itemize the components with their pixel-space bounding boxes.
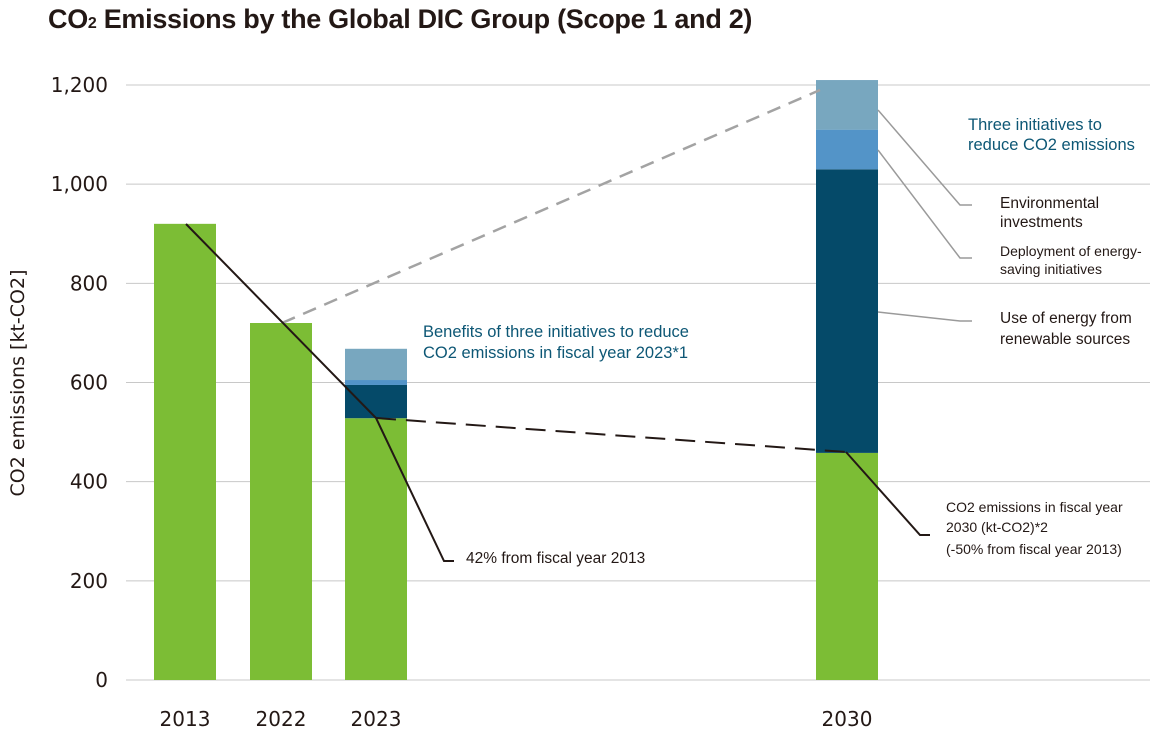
deployment-line2: saving initiatives bbox=[1000, 261, 1102, 277]
y-axis-label: CO2 emissions [kt-CO2] bbox=[7, 270, 29, 497]
leader-renewable bbox=[877, 311, 972, 322]
env-investments-line2: investments bbox=[1000, 214, 1083, 231]
y-tick-1000: 1,000 bbox=[51, 172, 108, 196]
leader-environmental bbox=[877, 109, 972, 206]
target-2030-line3: (-50% from fiscal year 2013) bbox=[946, 541, 1122, 557]
x-tick-2022: 2022 bbox=[256, 707, 307, 731]
target-2030-line2: 2030 (kt-CO2)*2 bbox=[946, 519, 1048, 535]
renewable-line1: Use of energy from bbox=[1000, 310, 1132, 327]
deployment-line1: Deployment of energy- bbox=[1000, 243, 1142, 259]
x-tick-labels: 2013 2022 2023 2030 bbox=[160, 707, 873, 731]
dashed-trend-2022-2030 bbox=[281, 88, 821, 325]
dashed-trend-2023-2030 bbox=[375, 417, 847, 453]
bar-2030-segment-1 bbox=[816, 169, 878, 453]
y-tick-0: 0 bbox=[95, 668, 108, 692]
bar-2022-segment-0 bbox=[250, 323, 312, 680]
pct42-label: 42% from fiscal year 2013 bbox=[466, 550, 645, 567]
bars bbox=[154, 80, 878, 681]
y-tick-400: 400 bbox=[70, 470, 108, 494]
target-2030-line1: CO2 emissions in fiscal year bbox=[946, 499, 1123, 515]
bar-2023-segment-2 bbox=[345, 380, 407, 385]
bar-2023-segment-3 bbox=[345, 348, 407, 381]
reduction-leader-2030 bbox=[845, 451, 930, 536]
bar-2023-segment-1 bbox=[345, 384, 407, 419]
bar-2030-segment-0 bbox=[816, 452, 878, 680]
three-initiatives-line1: Three initiatives to bbox=[968, 116, 1102, 134]
three-initiatives-line2: reduce CO2 emissions bbox=[968, 136, 1135, 154]
bar-2030-segment-2 bbox=[816, 129, 878, 170]
x-tick-2013: 2013 bbox=[160, 707, 211, 731]
bar-2030-segment-3 bbox=[816, 80, 878, 130]
trend-lines bbox=[185, 88, 972, 562]
benefits-label-line2: CO2 emissions in fiscal year 2023*1 bbox=[423, 344, 688, 362]
y-tick-1200: 1,200 bbox=[51, 73, 108, 97]
bar-2023-segment-0 bbox=[345, 418, 407, 680]
y-tick-800: 800 bbox=[70, 271, 108, 295]
y-tick-600: 600 bbox=[70, 371, 108, 395]
chart-title: CO2 Emissions by the Global DIC Group (S… bbox=[48, 4, 753, 34]
env-investments-line1: Environmental bbox=[1000, 195, 1099, 212]
bar-2013-segment-0 bbox=[154, 223, 216, 681]
reduction-leader-2013-2023 bbox=[185, 223, 454, 562]
y-tick-labels: 0 200 400 600 800 1,000 1,200 bbox=[51, 73, 108, 692]
renewable-line2: renewable sources bbox=[1000, 331, 1130, 348]
x-tick-2030: 2030 bbox=[822, 707, 873, 731]
benefits-label-line1: Benefits of three initiatives to reduce bbox=[423, 323, 689, 341]
leader-deployment bbox=[877, 149, 972, 259]
y-tick-200: 200 bbox=[70, 569, 108, 593]
x-tick-2023: 2023 bbox=[351, 707, 402, 731]
